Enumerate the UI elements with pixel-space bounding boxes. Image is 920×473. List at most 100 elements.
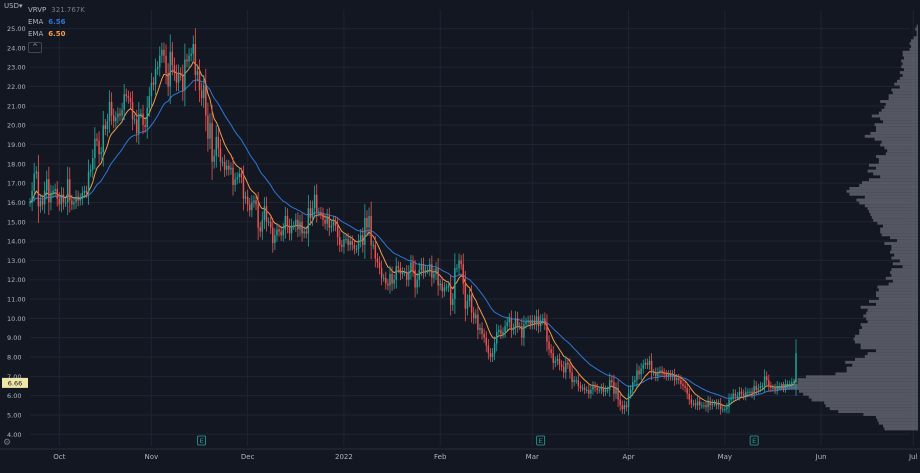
candle-body bbox=[207, 115, 209, 139]
candle-body bbox=[393, 279, 395, 284]
candle-body bbox=[339, 237, 341, 245]
candle-body bbox=[460, 260, 462, 265]
legend-row-ema-2[interactable]: EMA 6.50 bbox=[28, 28, 85, 40]
price-tick-label: 13.00 bbox=[7, 257, 26, 265]
candle-body bbox=[140, 113, 142, 115]
volume-profile-bar bbox=[878, 160, 918, 164]
candle-body bbox=[705, 405, 707, 408]
last-price-badge bbox=[2, 377, 28, 388]
currency-selector[interactable]: USD▾ bbox=[4, 2, 22, 10]
candle-body bbox=[359, 235, 362, 242]
legend-row-vrvp[interactable]: VRVP 321.767K bbox=[28, 4, 85, 16]
candle-body bbox=[332, 221, 335, 226]
candle-body bbox=[98, 140, 100, 155]
candle-body bbox=[228, 165, 230, 170]
candle-body bbox=[102, 125, 104, 153]
candle-body bbox=[288, 225, 291, 234]
volume-profile-bar bbox=[873, 172, 918, 176]
volume-profile-bar bbox=[902, 62, 918, 66]
candle-body bbox=[62, 194, 65, 203]
candle-body bbox=[295, 219, 297, 226]
candle-body bbox=[749, 391, 751, 393]
volume-profile-bar bbox=[797, 378, 918, 382]
chevron-down-icon: ▾ bbox=[18, 2, 23, 10]
candle-body bbox=[548, 341, 550, 350]
volume-profile-bar bbox=[846, 369, 918, 373]
candle-body bbox=[46, 179, 48, 191]
candle-body bbox=[372, 244, 374, 246]
candle-body bbox=[772, 387, 774, 389]
price-tick-label: 5.00 bbox=[7, 411, 21, 419]
gear-icon[interactable]: ⚙ bbox=[3, 438, 12, 448]
legend-row-ema-1[interactable]: EMA 6.56 bbox=[28, 16, 85, 28]
chevron-up-icon[interactable]: ^ bbox=[28, 42, 42, 53]
volume-profile-bar bbox=[888, 282, 918, 286]
candle-body bbox=[60, 194, 63, 205]
volume-profile-bar bbox=[855, 340, 918, 344]
volume-profile-bar bbox=[902, 50, 918, 54]
candle-body bbox=[307, 208, 310, 234]
volume-profile-bar bbox=[849, 187, 918, 190]
volume-profile-bar bbox=[878, 111, 918, 115]
candle-body bbox=[175, 73, 178, 83]
candle-body bbox=[77, 196, 79, 201]
candle-body bbox=[489, 353, 492, 357]
candle-body bbox=[535, 316, 538, 325]
volume-profile-bar bbox=[876, 155, 918, 159]
candle-body bbox=[341, 244, 343, 247]
volume-profile-bar bbox=[909, 42, 918, 46]
candle-body bbox=[292, 225, 295, 227]
candle-body bbox=[481, 328, 483, 334]
candle-body bbox=[94, 138, 96, 159]
candle-body bbox=[315, 194, 318, 213]
candle-body bbox=[452, 299, 454, 305]
candle-body bbox=[284, 215, 287, 230]
candle-body bbox=[686, 387, 688, 394]
candle-body bbox=[374, 244, 377, 259]
candle-body bbox=[194, 44, 197, 75]
volume-profile-bar bbox=[884, 242, 918, 245]
candle-body bbox=[387, 283, 389, 286]
candle-body bbox=[397, 266, 400, 269]
volume-profile-bar bbox=[880, 175, 918, 179]
volume-profile-bar bbox=[884, 146, 918, 150]
volume-profile-bar bbox=[885, 276, 918, 280]
volume-profile-bar bbox=[909, 47, 918, 51]
candle-body bbox=[133, 119, 136, 121]
candle-body bbox=[154, 69, 157, 85]
time-tick-label: Apr bbox=[623, 453, 635, 461]
candle-body bbox=[96, 138, 98, 141]
candle-body bbox=[357, 241, 360, 249]
candle-body bbox=[770, 385, 772, 388]
candle-body bbox=[424, 270, 427, 272]
candle-body bbox=[713, 403, 716, 405]
price-tick-label: 20.00 bbox=[7, 122, 26, 130]
volume-profile-bar bbox=[890, 271, 918, 274]
candle-body bbox=[567, 362, 569, 365]
volume-profile-bar bbox=[891, 88, 918, 92]
candle-body bbox=[602, 387, 605, 392]
candle-body bbox=[117, 113, 119, 118]
candle-body bbox=[778, 385, 780, 387]
candle-body bbox=[466, 300, 469, 309]
candle-body bbox=[751, 391, 753, 394]
candle-body bbox=[71, 200, 73, 205]
volume-profile-bar bbox=[869, 210, 918, 214]
candle-body bbox=[740, 391, 743, 394]
last-price-label: 6.66 bbox=[8, 379, 22, 387]
candle-body bbox=[202, 84, 205, 99]
candle-body bbox=[242, 177, 245, 199]
candle-body bbox=[657, 372, 659, 377]
candle-body bbox=[728, 399, 730, 408]
candle-body bbox=[608, 380, 611, 390]
candle-body bbox=[696, 401, 699, 406]
volume-profile-bar bbox=[878, 288, 918, 292]
candle-body bbox=[475, 314, 477, 319]
price-tick-label: 12.00 bbox=[7, 276, 26, 284]
volume-profile-bar bbox=[883, 424, 918, 428]
ema-2-label: EMA bbox=[28, 30, 44, 38]
candle-body bbox=[238, 173, 241, 178]
candle-body bbox=[542, 318, 544, 321]
